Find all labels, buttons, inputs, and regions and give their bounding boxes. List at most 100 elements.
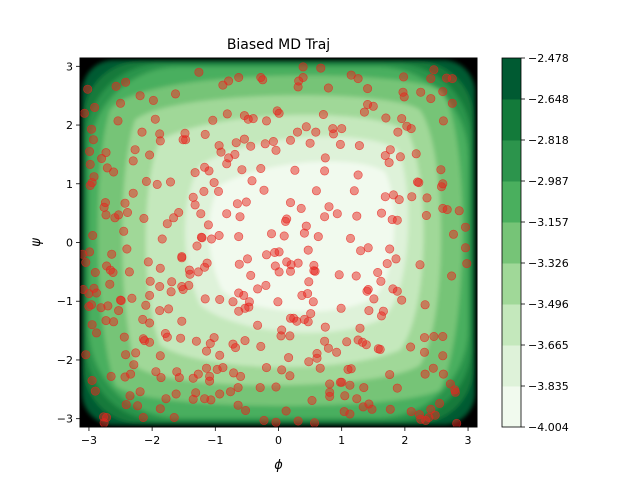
scatter-point (435, 398, 445, 408)
scatter-point (354, 141, 364, 151)
scatter-point (85, 159, 95, 169)
scatter-point (157, 234, 167, 244)
scatter-point (260, 139, 270, 149)
scatter-point (129, 360, 139, 370)
scatter-point (255, 383, 265, 393)
scatter-point (145, 290, 155, 300)
scatter-point (290, 165, 300, 175)
scatter-point (355, 323, 365, 333)
scatter-point (105, 279, 115, 289)
scatter-point (243, 254, 253, 264)
scatter-point (102, 261, 112, 271)
scatter-point (141, 176, 151, 186)
scatter-point (352, 211, 362, 221)
scatter-point (80, 108, 90, 118)
scatter-point (162, 219, 172, 229)
scatter-point (363, 100, 373, 110)
scatter-point (447, 98, 457, 108)
scatter-point (205, 376, 215, 386)
scatter-point (345, 233, 355, 243)
scatter-point (256, 164, 266, 174)
scatter-point (313, 232, 323, 242)
scatter-point (367, 404, 377, 414)
scatter-point (83, 84, 93, 94)
scatter-point (261, 116, 271, 126)
scatter-point (385, 145, 395, 155)
scatter-point (261, 250, 271, 260)
scatter-point (109, 317, 119, 327)
scatter-point (271, 145, 281, 155)
scatter-point (323, 343, 333, 353)
x-axis: −3 −2 −1 0 1 2 3 (81, 427, 472, 447)
scatter-point (363, 243, 373, 253)
scatter-point (240, 336, 250, 346)
scatter-point (277, 325, 287, 335)
scatter-points (80, 62, 472, 427)
colorbar-swatch (502, 58, 521, 100)
scatter-point (138, 314, 148, 324)
y-tick-label: −1 (57, 295, 73, 308)
scatter-point (90, 102, 100, 112)
scatter-point (447, 271, 457, 281)
scatter-point (274, 247, 284, 257)
x-tick-label: 2 (401, 434, 408, 447)
scatter-point (285, 313, 295, 323)
scatter-point (340, 391, 350, 401)
scatter-point (241, 405, 251, 415)
scatter-point (192, 241, 202, 251)
scatter-point (438, 87, 448, 97)
scatter-point (343, 364, 353, 374)
scatter-point (376, 276, 386, 286)
scatter-point (353, 74, 363, 84)
colorbar-tick-label: −3.496 (528, 298, 569, 311)
scatter-point (271, 417, 281, 427)
scatter-point (81, 350, 91, 360)
scatter-point (155, 263, 165, 273)
scatter-point (234, 288, 244, 298)
scatter-point (452, 418, 462, 427)
scatter-point (268, 137, 278, 147)
scatter-point (87, 124, 97, 134)
scatter-point (148, 95, 158, 105)
scatter-point (438, 351, 448, 361)
scatter-point (450, 385, 460, 395)
scatter-point (128, 188, 138, 198)
scatter-point (385, 370, 395, 380)
scatter-point (382, 259, 392, 269)
scatter-point (237, 165, 247, 175)
scatter-point (240, 303, 250, 313)
scatter-point (120, 198, 130, 208)
scatter-point (304, 277, 314, 287)
scatter-point (349, 186, 359, 196)
scatter-point (243, 114, 253, 124)
scatter-point (234, 73, 244, 83)
scatter-point (301, 122, 311, 132)
scatter-point (284, 353, 294, 363)
scatter-point (292, 127, 302, 137)
scatter-point (155, 351, 165, 361)
colorbar-tick-label: −4.004 (528, 421, 569, 434)
scatter-point (151, 367, 161, 377)
scatter-point (447, 74, 457, 84)
scatter-point (202, 346, 212, 356)
scatter-point (381, 113, 391, 123)
scatter-point (177, 252, 187, 262)
scatter-point (125, 391, 135, 401)
scatter-point (121, 400, 131, 410)
scatter-point (320, 212, 330, 222)
scatter-point (380, 192, 390, 202)
scatter-point (407, 192, 417, 202)
scatter-point (233, 400, 243, 410)
scatter-point (114, 306, 124, 316)
colorbar: −2.478 −2.648 −2.818 −2.987 −3.157 −3.326 −3.4… (501, 52, 569, 434)
scatter-point (166, 177, 176, 187)
scatter-point (200, 294, 210, 304)
scatter-point (99, 418, 109, 427)
scatter-point (128, 156, 138, 166)
scatter-point (230, 149, 240, 159)
scatter-point (273, 297, 283, 307)
plot-area (80, 58, 477, 427)
scatter-point (399, 92, 409, 102)
scatter-point (311, 127, 321, 137)
scatter-point (200, 129, 210, 139)
